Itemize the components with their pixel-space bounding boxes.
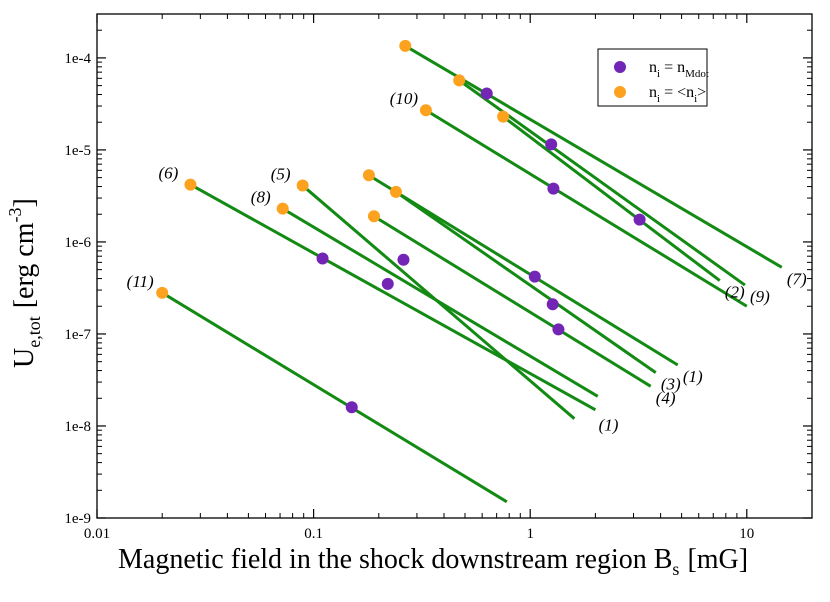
point-purple-3 <box>633 213 646 226</box>
point-orange-5 <box>296 179 309 192</box>
point-orange-0 <box>399 39 412 52</box>
y-axis-title-exp: -3 <box>5 207 25 222</box>
y-axis-title-main: U <box>9 348 40 368</box>
series-group <box>156 39 783 504</box>
legend-purple-marker <box>614 61 626 73</box>
y-axis-title-close: ] <box>9 198 40 207</box>
legend-orange-close: > <box>697 84 706 101</box>
y-axis-title-unit: [erg cm <box>9 222 40 308</box>
line-label-9: (9) <box>750 287 770 306</box>
series-line-11 <box>161 291 508 504</box>
x-axis-title-sub: s <box>672 559 679 579</box>
x-axis-title-unit: [mG] <box>687 544 748 575</box>
point-orange-9 <box>367 210 380 223</box>
legend: ni = nMdot ni = <ni> <box>597 48 709 107</box>
legend-purple-sub: i <box>657 68 660 80</box>
legend-entry-purple: ni = nMdot <box>649 59 709 80</box>
x-axis-title: Magnetic field in the shock downstream r… <box>118 544 748 579</box>
line-label-10: (10) <box>390 89 419 108</box>
series-line-1a <box>368 174 679 367</box>
x-axis-title-main: Magnetic field in the shock downstream r… <box>118 544 672 575</box>
series-line-4 <box>373 215 652 388</box>
legend-orange-eq: = <n <box>660 84 694 101</box>
y-axis-title: Ue,tot [erg cm-3] <box>5 198 44 368</box>
line-label-6: (6) <box>159 164 179 183</box>
point-orange-4 <box>184 178 197 191</box>
legend-purple-sub2: Mdot <box>685 68 709 80</box>
x-tick-label: 0.1 <box>304 526 323 542</box>
series-line-2 <box>502 115 721 282</box>
point-orange-7 <box>362 169 375 182</box>
legend-orange-sub2: i <box>694 93 697 105</box>
line-label-4: (4) <box>656 388 676 407</box>
point-orange-6 <box>276 202 289 215</box>
point-orange-1 <box>453 74 466 87</box>
y-tick-label: 1e-4 <box>64 51 91 67</box>
y-tick-label: 1e-7 <box>64 327 91 343</box>
point-purple-6 <box>381 277 394 290</box>
x-tick-label: 10 <box>739 526 754 542</box>
legend-purple-eq: = n <box>660 59 685 76</box>
line-label-3: (3) <box>661 375 681 394</box>
line-labels: (7)(9)(2)(10)(1)(3)(4)(6) (5)(8)(11)(1) <box>127 89 807 434</box>
point-orange-10 <box>156 286 169 299</box>
point-purple-1 <box>545 138 558 151</box>
point-purple-0 <box>480 87 493 100</box>
y-tick-label: 1e-5 <box>64 143 91 159</box>
legend-entry-orange: ni = <ni> <box>649 84 706 105</box>
line-label-5: (5) <box>271 165 291 184</box>
series-line-6 <box>189 183 597 412</box>
axis-ticks: 0.01 0.1 1 10 1e-9 1e-8 1e-7 1e-6 1e-5 1e-4 <box>64 14 813 542</box>
x-tick-label: 0.01 <box>84 526 110 542</box>
series-line-7 <box>404 44 783 269</box>
point-purple-7 <box>528 270 541 283</box>
point-purple-8 <box>546 298 559 311</box>
line-label-11: (11) <box>127 272 154 291</box>
line-label-8: (8) <box>251 188 271 207</box>
line-label-1a: (1) <box>683 367 703 386</box>
line-label-7: (7) <box>787 269 807 288</box>
point-orange-3 <box>419 104 432 117</box>
point-purple-10 <box>345 401 358 414</box>
x-tick-label: 1 <box>526 526 534 542</box>
y-tick-label: 1e-8 <box>64 419 91 435</box>
legend-purple-n: n <box>649 59 657 76</box>
plot-frame <box>96 13 813 519</box>
point-purple-9 <box>552 323 565 336</box>
series-line-10 <box>425 108 748 308</box>
series-line-8 <box>281 207 599 398</box>
point-purple-5 <box>397 253 410 266</box>
line-label-extra-0: (1) <box>599 415 619 434</box>
legend-orange-n: n <box>649 84 657 101</box>
point-orange-8 <box>389 185 402 198</box>
line-label-2: (2) <box>725 283 745 302</box>
point-purple-2 <box>547 182 560 195</box>
y-tick-label: 1e-6 <box>64 235 91 251</box>
point-orange-2 <box>497 110 510 123</box>
point-purple-4 <box>316 252 329 265</box>
legend-orange-marker <box>614 86 626 98</box>
y-tick-label: 1e-9 <box>64 511 91 527</box>
y-axis-title-sub: e,tot <box>24 316 44 348</box>
legend-orange-sub: i <box>657 93 660 105</box>
series-line-3 <box>395 190 657 374</box>
